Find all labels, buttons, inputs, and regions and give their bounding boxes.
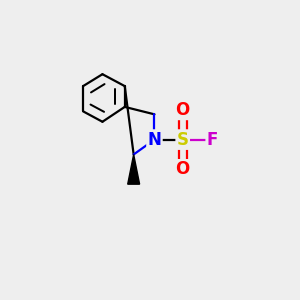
Text: S: S <box>177 130 189 148</box>
Text: O: O <box>176 160 190 178</box>
Text: O: O <box>176 101 190 119</box>
Text: F: F <box>207 130 218 148</box>
Text: N: N <box>148 130 161 148</box>
Polygon shape <box>128 154 140 184</box>
